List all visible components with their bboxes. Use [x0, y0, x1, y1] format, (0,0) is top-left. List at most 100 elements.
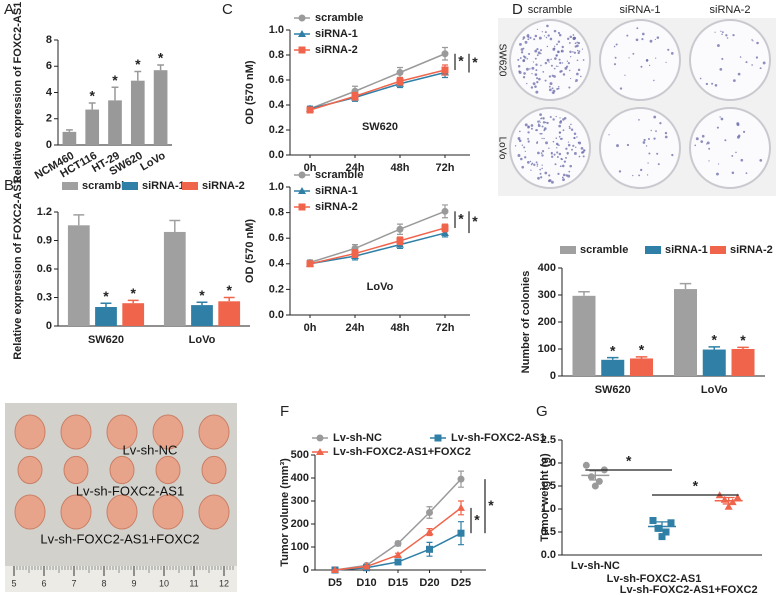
legend-label: siRNA-2 [202, 180, 245, 192]
colony [558, 131, 562, 134]
y-tick-label: 0.0 [269, 309, 284, 321]
tumor [198, 494, 230, 530]
colony [549, 37, 553, 41]
legend-swatch [710, 246, 726, 254]
data-point [351, 250, 359, 258]
colony [552, 118, 555, 121]
y-tick-label: 0.8 [269, 207, 284, 219]
y-axis-label: Tumor volume (mm³) [279, 458, 291, 567]
data-point [457, 529, 465, 537]
significance-star: * [226, 282, 232, 298]
colony [648, 64, 651, 67]
colony [626, 34, 629, 37]
colony [569, 77, 572, 80]
colony [647, 162, 649, 164]
x-tick-label: D10 [356, 577, 376, 589]
colony [521, 144, 524, 146]
y-tick-label: 1.2 [37, 206, 52, 218]
colony [708, 147, 711, 150]
colony [548, 75, 552, 78]
x-tick-label: SW620 [595, 384, 631, 396]
significance-star: * [639, 342, 645, 358]
colony [530, 127, 533, 130]
colony [544, 61, 548, 65]
ruler-label: 7 [71, 578, 76, 588]
colony [541, 167, 543, 170]
y-tick-label: 0.8 [269, 49, 284, 61]
colony [555, 65, 558, 67]
colony [664, 131, 668, 135]
colony [654, 38, 656, 41]
colony [520, 51, 524, 54]
colony [521, 165, 525, 169]
legend-marker [298, 171, 306, 179]
colony [544, 31, 547, 34]
y-tick-label: 400 [538, 262, 556, 274]
legend-swatch [62, 182, 78, 190]
colony [517, 65, 521, 68]
legend-marker [298, 46, 306, 54]
colony [572, 51, 574, 53]
colony [726, 37, 729, 39]
colony [655, 57, 657, 59]
colony [543, 129, 546, 132]
colony [582, 59, 585, 61]
colony [700, 140, 704, 143]
colony [656, 36, 660, 39]
data-point [396, 225, 404, 233]
y-tick-label: 0 [46, 139, 52, 151]
sem-bar [722, 496, 735, 505]
colony [656, 152, 659, 155]
colony [529, 36, 532, 39]
y-tick-label: 0.6 [269, 232, 284, 244]
error-bar [196, 301, 208, 306]
x-tick-label: D15 [388, 577, 408, 589]
colony [555, 115, 557, 118]
colony [755, 56, 759, 59]
colony [542, 71, 545, 73]
legend-marker [298, 203, 306, 211]
significance-star: * [135, 56, 141, 72]
colony [569, 164, 572, 168]
colony [562, 178, 565, 182]
data-point [306, 106, 314, 114]
colony [551, 87, 554, 90]
panel-label: D [512, 1, 523, 18]
colony [549, 115, 552, 119]
ruler-label: 12 [219, 578, 229, 588]
data-point [441, 229, 449, 237]
colony [549, 82, 553, 86]
colony [561, 176, 564, 179]
colony [667, 48, 670, 51]
significance-star: * [158, 50, 164, 66]
y-tick-label: 0.6 [37, 263, 52, 275]
panel-label: F [280, 403, 289, 420]
data-point [331, 566, 339, 573]
colony [550, 180, 554, 184]
legend-marker [434, 434, 442, 442]
tumor [14, 494, 46, 530]
colony [553, 67, 556, 70]
colony [576, 136, 578, 138]
plate [689, 19, 771, 101]
legend-label: siRNA-2 [315, 201, 358, 213]
error-bar [223, 296, 235, 302]
colony [527, 131, 530, 134]
significance-star: * [458, 53, 464, 69]
colony [530, 169, 532, 171]
data-point [667, 519, 675, 527]
significance-star: * [89, 88, 95, 104]
colony [731, 171, 735, 174]
x-tick-label: 72h [436, 322, 455, 334]
colony [568, 127, 571, 130]
tumor [63, 455, 89, 485]
colony [721, 31, 724, 34]
colony [572, 144, 575, 147]
error-bar [157, 64, 165, 71]
colony [572, 37, 576, 41]
legend-label: scramble [580, 244, 628, 256]
colony [552, 89, 556, 93]
colony [531, 162, 534, 165]
colony [562, 173, 566, 177]
